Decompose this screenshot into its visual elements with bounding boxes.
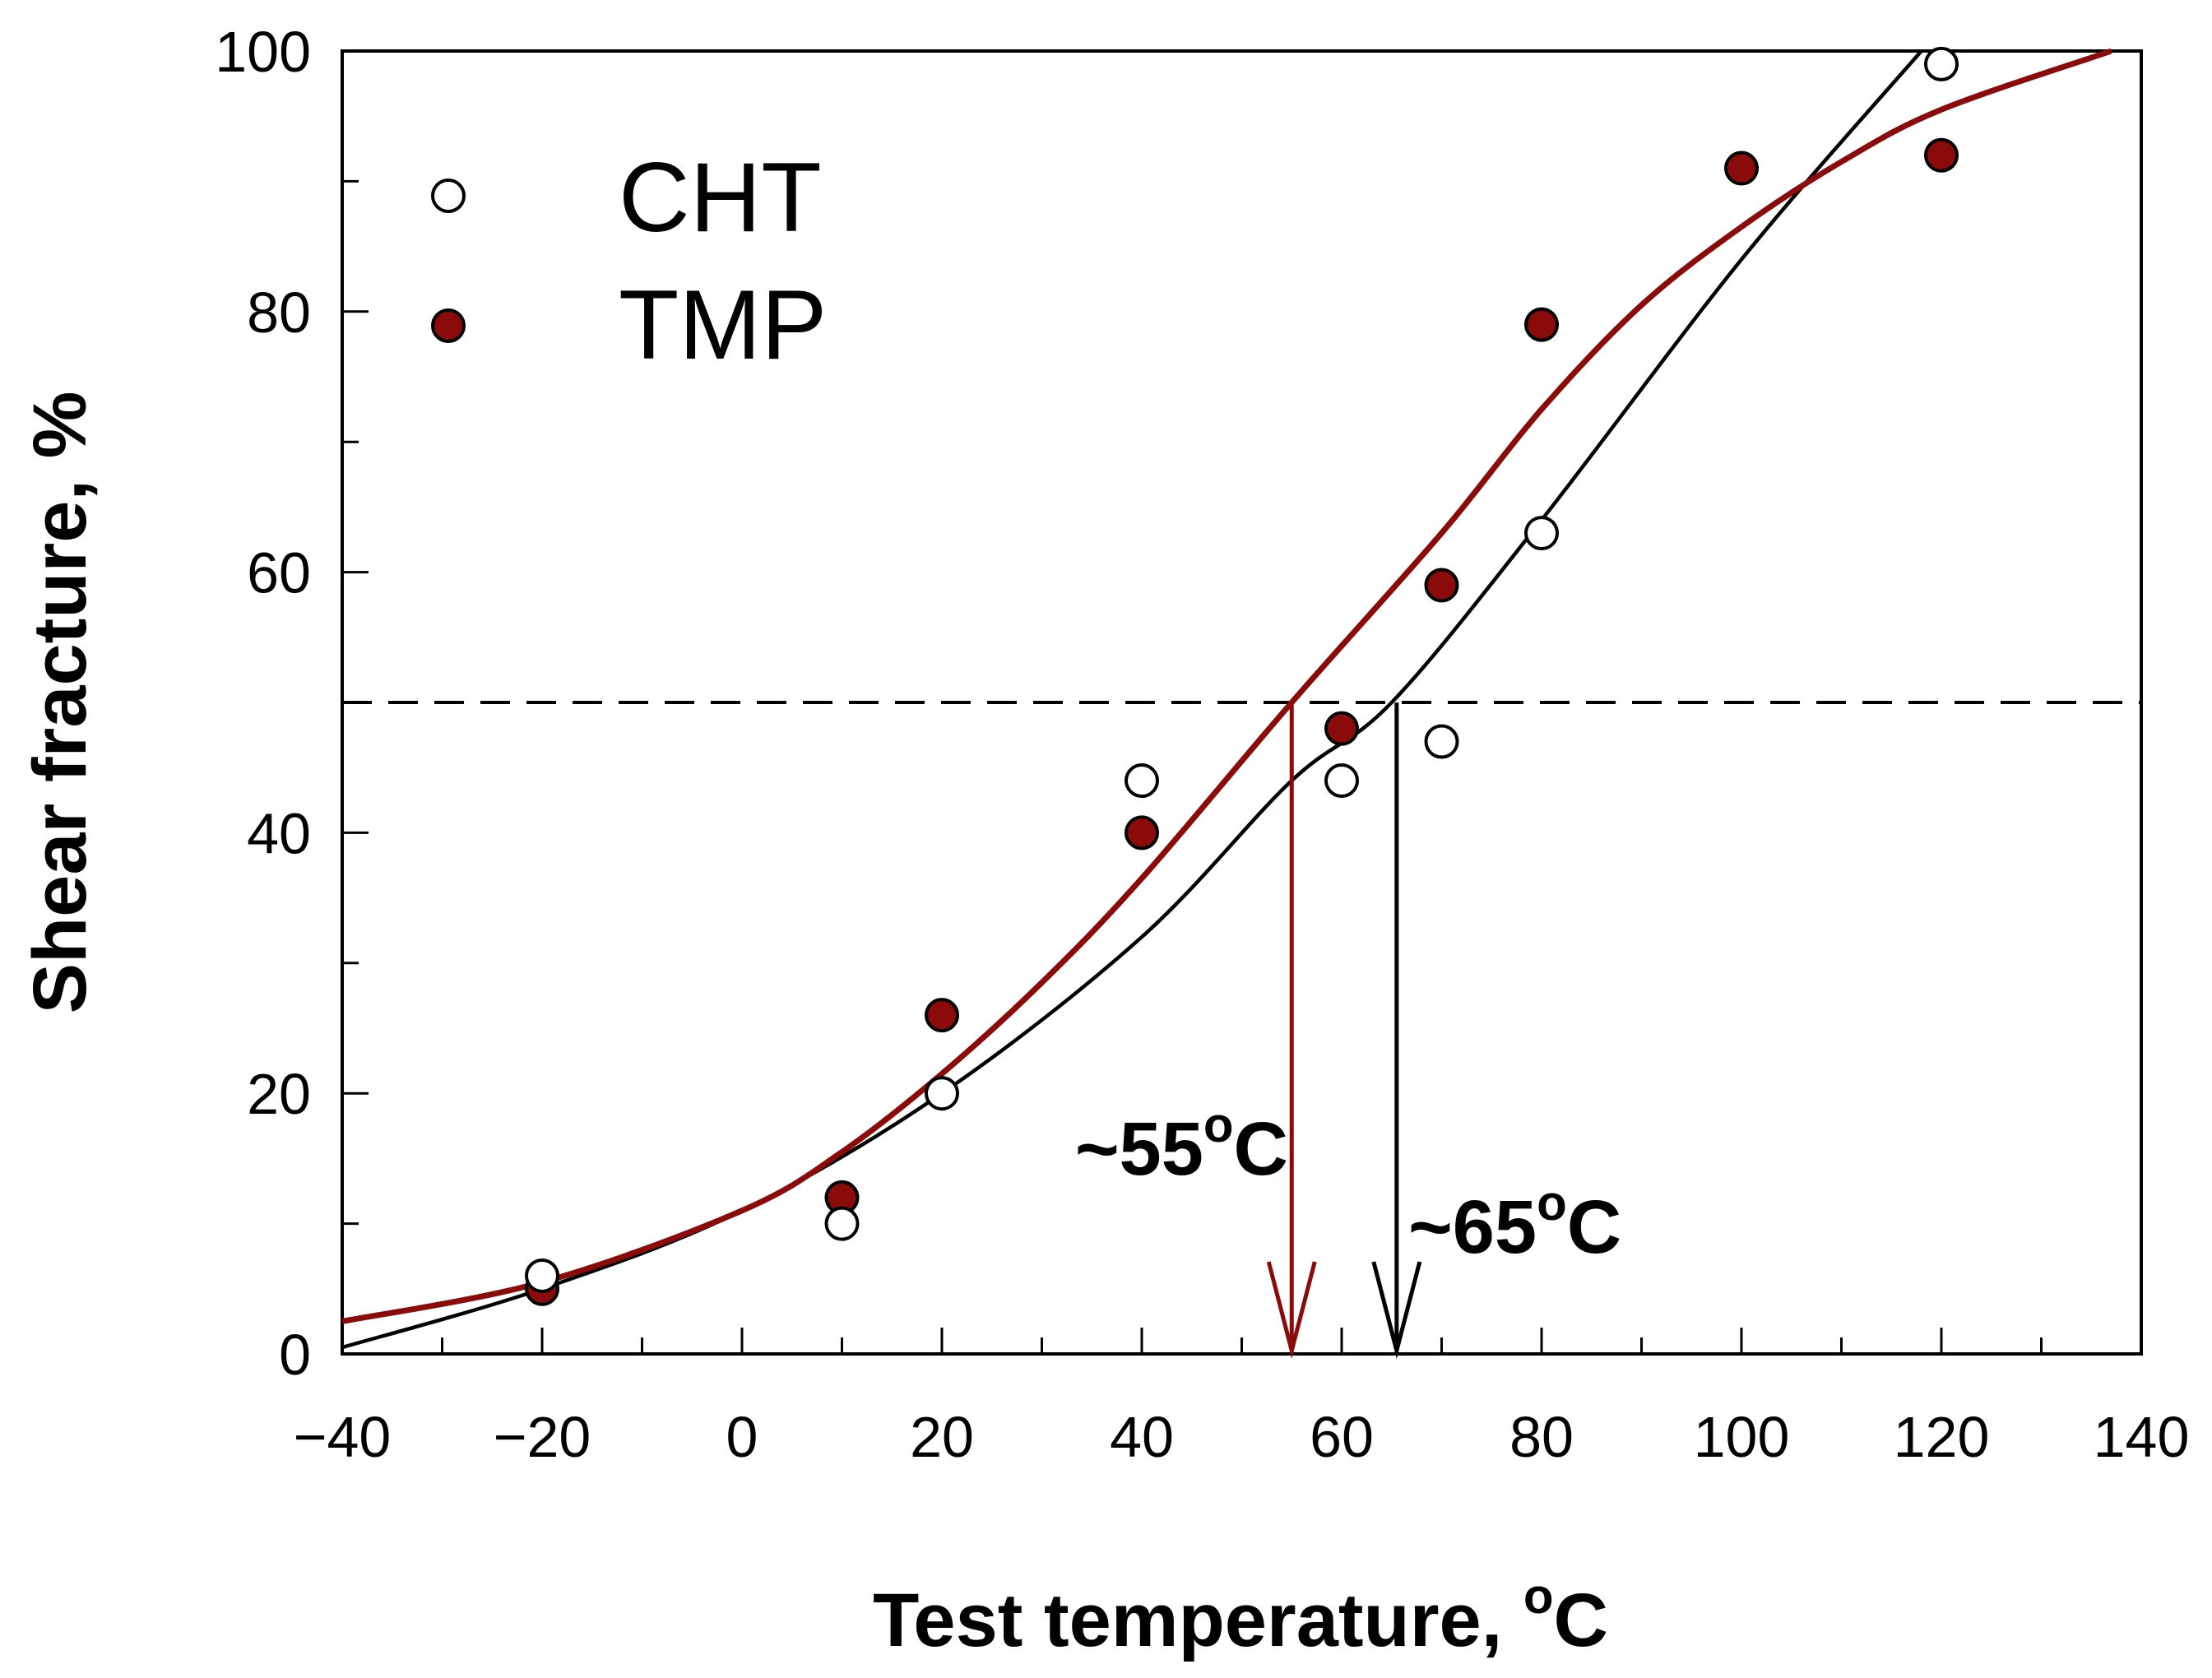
x-tick-label: 60 xyxy=(1310,1405,1374,1469)
tmp-data-point xyxy=(1724,151,1759,186)
x-tick-label: 120 xyxy=(1894,1405,1990,1469)
tmp-data-point xyxy=(1125,815,1159,851)
annotations xyxy=(1266,702,1422,1359)
cht-data-point xyxy=(1324,763,1359,799)
tmp-data-point xyxy=(1524,307,1559,342)
legend-marker-cht xyxy=(431,178,466,213)
tmp-fit-curve xyxy=(341,48,2112,1324)
x-tick-label: −40 xyxy=(294,1405,392,1469)
x-tick-label: 100 xyxy=(1694,1405,1790,1469)
x-tick-label: 20 xyxy=(910,1405,974,1469)
tmp-data-point xyxy=(925,998,959,1033)
cht-data-point xyxy=(525,1258,559,1293)
annotation-label-tmp: ~55oC xyxy=(1075,1097,1288,1191)
cht-data-point xyxy=(1424,724,1459,759)
legend-label-tmp: TMP xyxy=(619,270,827,380)
tmp-data-point xyxy=(1924,137,1959,173)
cht-points xyxy=(525,46,1959,1293)
y-tick-label: 20 xyxy=(247,1062,311,1126)
y-tick-label: 40 xyxy=(247,801,311,865)
cht-fit-curve xyxy=(341,49,1923,1350)
annotation-arrowhead-tmp xyxy=(1266,1261,1317,1359)
y-tick-label: 100 xyxy=(215,20,311,84)
legend-label-cht: CHT xyxy=(619,142,822,253)
cht-data-point xyxy=(1924,46,1959,81)
x-tick-label: −20 xyxy=(494,1405,591,1469)
x-tick-labels: −40 −20 0 20 40 60 80 100 120 140 xyxy=(294,1405,2190,1469)
y-tick-label: 60 xyxy=(247,541,311,605)
x-tick-label: 140 xyxy=(2094,1405,2190,1469)
legend-marker-tmp xyxy=(431,308,466,343)
axis-ticks xyxy=(341,49,2143,1356)
cht-data-point xyxy=(1524,516,1559,551)
tmp-data-point xyxy=(1324,711,1359,746)
y-tick-label: 80 xyxy=(247,280,311,345)
y-axis-title: Shear fracture, % xyxy=(18,392,102,1014)
y-tick-label: 0 xyxy=(279,1323,311,1387)
legend: CHT TMP xyxy=(431,142,827,380)
x-tick-label: 40 xyxy=(1110,1405,1174,1469)
cht-data-point xyxy=(824,1206,860,1241)
x-axis-title: Test temperature, oC xyxy=(873,1569,1608,1662)
annotation-arrowhead-cht xyxy=(1371,1261,1422,1359)
y-tick-labels: 0 20 40 60 80 100 xyxy=(215,20,311,1387)
cht-data-point xyxy=(925,1076,959,1111)
cht-data-point xyxy=(1125,763,1159,799)
x-tick-label: 80 xyxy=(1509,1405,1574,1469)
tmp-data-point xyxy=(1424,568,1459,603)
annotation-label-cht: ~65oC xyxy=(1408,1175,1621,1269)
x-tick-label: 0 xyxy=(726,1405,758,1469)
